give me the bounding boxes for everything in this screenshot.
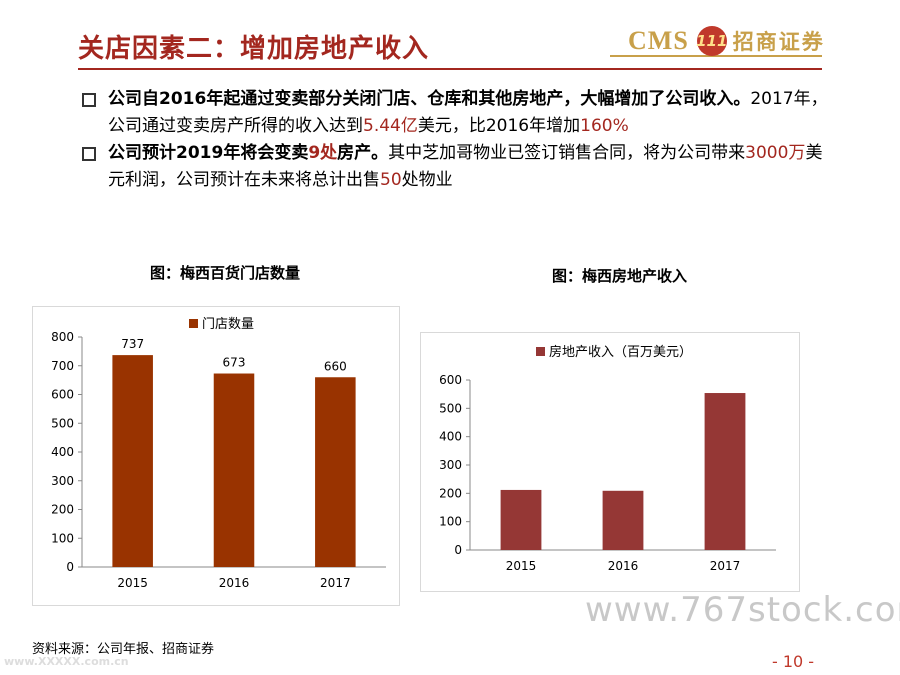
x-tick-label: 2016 bbox=[219, 576, 250, 590]
data-label: 673 bbox=[223, 356, 246, 370]
logo-chinese: 招商证券 bbox=[732, 30, 825, 54]
bar-2016 bbox=[213, 373, 255, 567]
y-tick-label: 600 bbox=[439, 373, 462, 387]
x-tick-label: 2015 bbox=[506, 559, 537, 573]
y-tick-label: 400 bbox=[439, 430, 462, 444]
y-tick-label: 0 bbox=[66, 560, 74, 574]
y-tick-label: 500 bbox=[439, 401, 462, 415]
bullet-text-part: 9处 bbox=[308, 143, 338, 163]
page-number: - 10 - bbox=[772, 652, 815, 671]
bullet-text-part: 3000万 bbox=[745, 143, 806, 163]
x-tick-label: 2017 bbox=[710, 559, 741, 573]
real-estate-income-chart: 0 100 200 300 400 500 600 2015 2016 2017 房地产收入（百万美… bbox=[420, 332, 800, 592]
bullet-text-part: 美元，比2016年增加 bbox=[417, 116, 581, 136]
bullet-text-part: 房产。 bbox=[337, 143, 389, 163]
slide-title: 关店因素二：增加房地产收入 bbox=[78, 34, 430, 64]
y-tick-label: 500 bbox=[51, 416, 74, 430]
y-tick-label: 100 bbox=[51, 531, 74, 545]
legend-label: 门店数量 bbox=[202, 317, 254, 332]
legend-label: 房地产收入（百万美元） bbox=[549, 344, 692, 360]
bar-2017 bbox=[704, 393, 746, 550]
y-tick-label: 200 bbox=[51, 503, 74, 517]
watermark: www.767stock.com bbox=[585, 590, 900, 630]
bar-2017 bbox=[315, 377, 356, 567]
y-tick-label: 100 bbox=[439, 515, 462, 529]
y-tick-label: 0 bbox=[454, 543, 462, 557]
chart-2-title: 图：梅西房地产收入 bbox=[552, 267, 688, 285]
data-label: 660 bbox=[324, 359, 347, 373]
source-note: 资料来源：公司年报、招商证券 bbox=[32, 642, 215, 657]
bullet-text-part: 5.44亿 bbox=[363, 116, 418, 136]
checkbox-bullet-icon bbox=[82, 93, 96, 107]
y-tick-label: 700 bbox=[51, 359, 74, 373]
y-tick-label: 200 bbox=[439, 486, 462, 500]
bullet-text-part: 公司预计2019年将会变卖 bbox=[108, 143, 309, 163]
logo-latin: CMS bbox=[628, 26, 689, 55]
cms-logo: CMS 111 招商证券 bbox=[628, 26, 825, 56]
bar-2016 bbox=[602, 490, 644, 550]
bullet-list: 公司自2016年起通过变卖部分关闭门店、仓库和其他房地产，大幅增加了公司收入。2… bbox=[80, 86, 830, 194]
title-divider bbox=[78, 68, 822, 70]
y-tick-label: 400 bbox=[51, 445, 74, 459]
logo-mark-icon: 111 bbox=[696, 26, 727, 56]
watermark-small: www.XXXXX.com.cn bbox=[4, 655, 129, 668]
chart-1-title: 图：梅西百货门店数量 bbox=[150, 264, 301, 282]
bullet-text: 公司自2016年起通过变卖部分关闭门店、仓库和其他房地产，大幅增加了公司收入。2… bbox=[108, 86, 830, 140]
bullet-text: 公司预计2019年将会变卖9处房产。其中芝加哥物业已签订销售合同，将为公司带来3… bbox=[108, 140, 830, 194]
y-tick-label: 800 bbox=[51, 330, 74, 344]
checkbox-bullet-icon bbox=[82, 147, 96, 161]
bar-2015 bbox=[500, 489, 542, 550]
bar-2015 bbox=[112, 355, 153, 567]
bullet-text-part: 160% bbox=[580, 116, 629, 136]
y-tick-label: 300 bbox=[439, 458, 462, 472]
bullet-text-part: 公司自2016年起通过变卖部分关闭门店、仓库和其他房地产，大幅增加了公司收入。 bbox=[108, 89, 751, 109]
bullet-text-part: 其中芝加哥物业已签订销售合同，将为公司带来 bbox=[388, 143, 746, 163]
legend-swatch bbox=[536, 347, 545, 356]
y-tick-label: 600 bbox=[51, 388, 74, 402]
bullet-text-part: 50 bbox=[380, 170, 402, 190]
bullet-text-part: 美元利润，公司预计在未来将总计出售 bbox=[108, 143, 823, 190]
legend-swatch bbox=[189, 319, 198, 328]
bullet-text-part: 2017年，公司通过变卖房产所得的收入达到 bbox=[108, 89, 828, 136]
logo-underline bbox=[610, 55, 822, 57]
bullet-item: 公司自2016年起通过变卖部分关闭门店、仓库和其他房地产，大幅增加了公司收入。2… bbox=[80, 86, 830, 140]
bullet-text-part: 处物业 bbox=[401, 170, 453, 190]
x-tick-label: 2015 bbox=[117, 576, 148, 590]
bullet-item: 公司预计2019年将会变卖9处房产。其中芝加哥物业已签订销售合同，将为公司带来3… bbox=[80, 140, 830, 194]
store-count-chart: 0 100 200 300 400 500 600 700 800 2015 737 2016 673 2… bbox=[32, 306, 400, 606]
x-tick-label: 2016 bbox=[608, 559, 639, 573]
y-tick-label: 300 bbox=[51, 474, 74, 488]
x-tick-label: 2017 bbox=[320, 576, 351, 590]
data-label: 737 bbox=[121, 337, 144, 351]
